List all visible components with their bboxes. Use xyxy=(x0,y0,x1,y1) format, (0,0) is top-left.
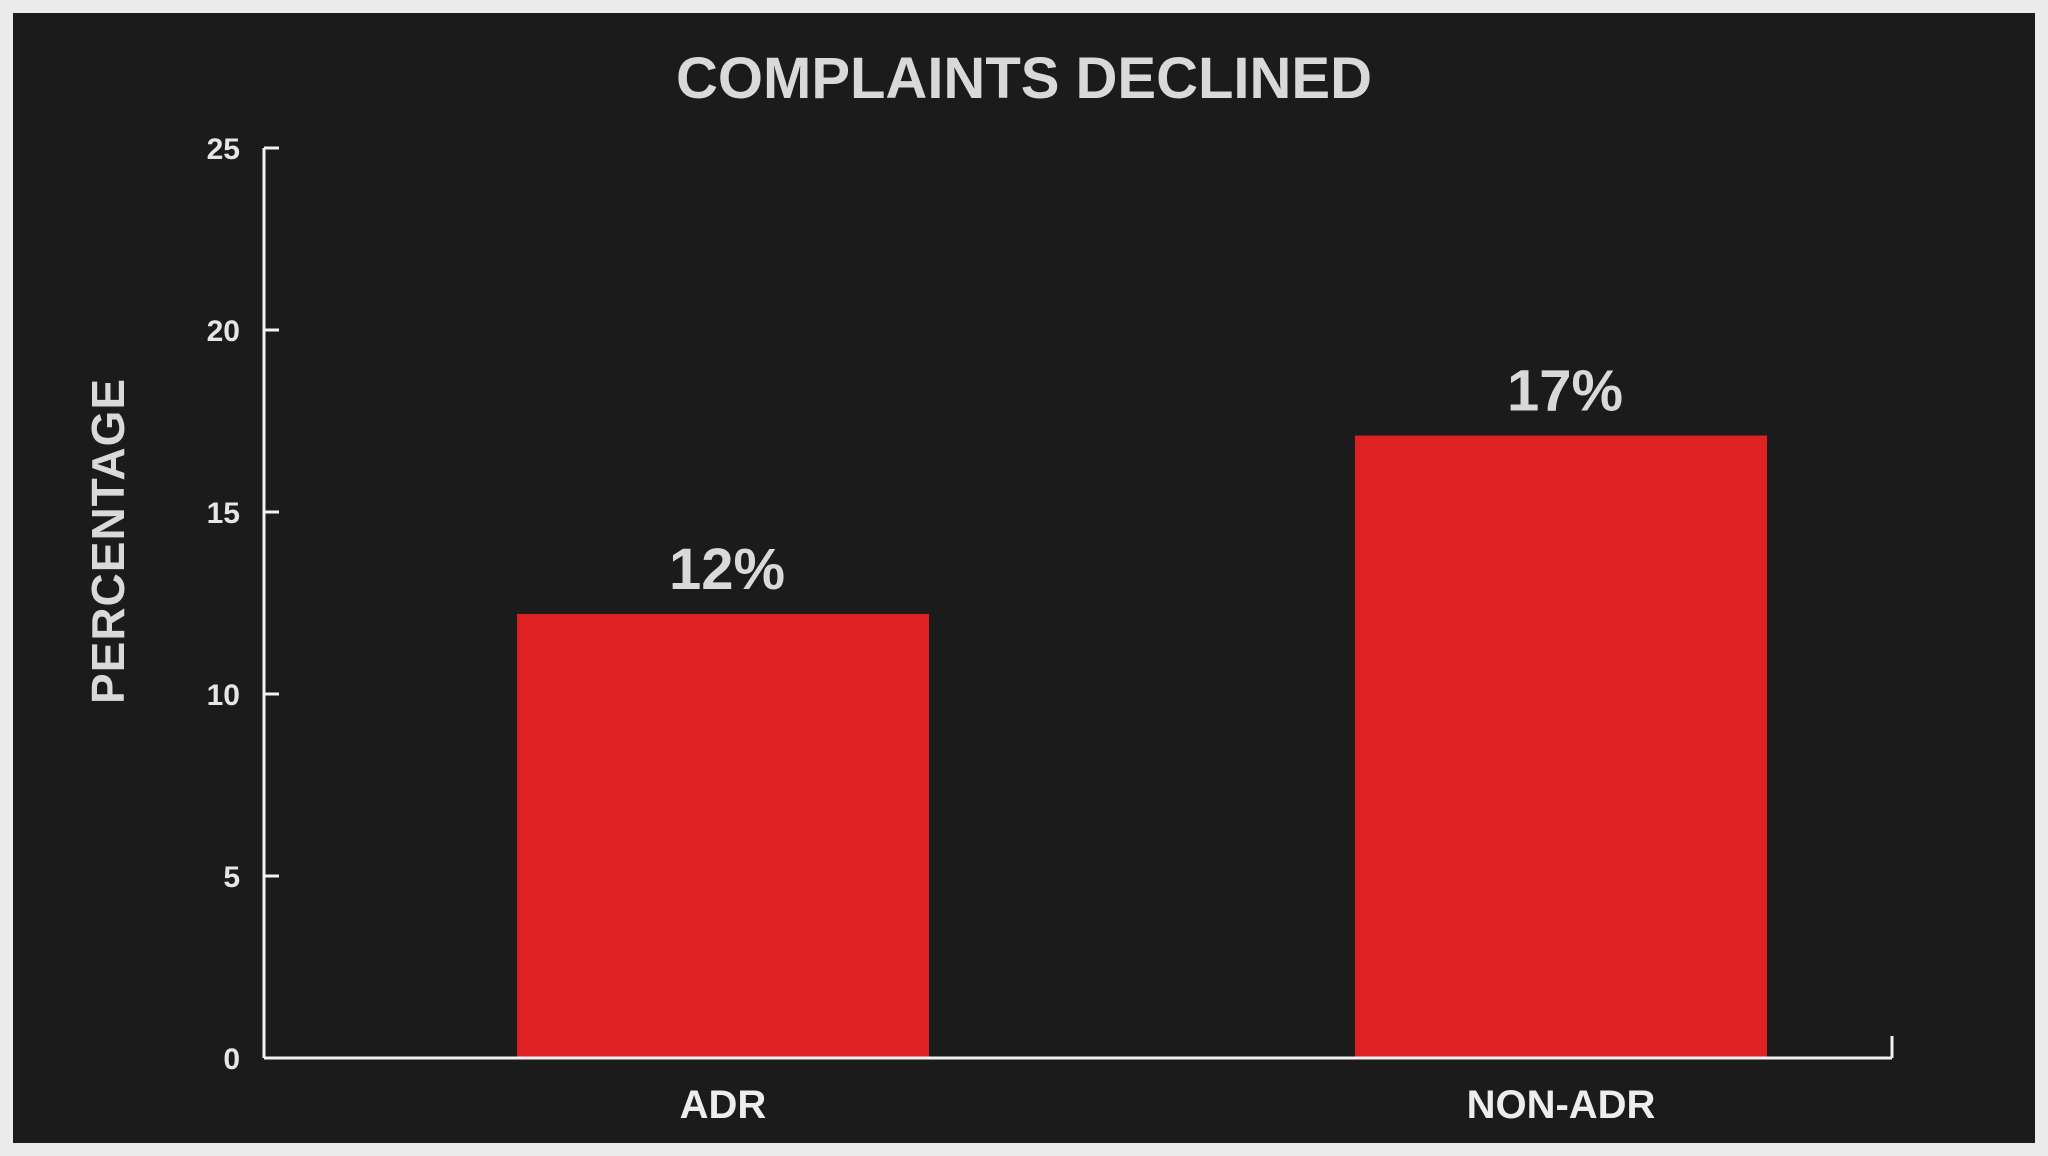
data-label: 17% xyxy=(1507,359,1623,424)
y-tick-label: 20 xyxy=(207,315,240,348)
axes xyxy=(262,146,1894,1060)
y-axis-label: PERCENTAGE xyxy=(82,378,134,704)
y-tick-label: 0 xyxy=(223,1043,240,1076)
x-tick-label: ADR xyxy=(680,1083,767,1127)
bar xyxy=(1355,435,1767,1057)
labels: 0 5 10 15 20 25 12% ADR 17% NON-ADR xyxy=(207,133,1656,1127)
data-label: 12% xyxy=(669,537,785,602)
bar xyxy=(517,613,929,1057)
y-tick-label: 25 xyxy=(207,133,240,166)
bars xyxy=(517,435,1767,1057)
y-tick-label: 15 xyxy=(207,497,240,530)
y-tick-label: 5 xyxy=(223,861,240,894)
x-tick-label: NON-ADR xyxy=(1467,1083,1656,1127)
chart-title: COMPLAINTS DECLINED xyxy=(676,46,1372,111)
y-tick-label: 10 xyxy=(207,679,240,712)
